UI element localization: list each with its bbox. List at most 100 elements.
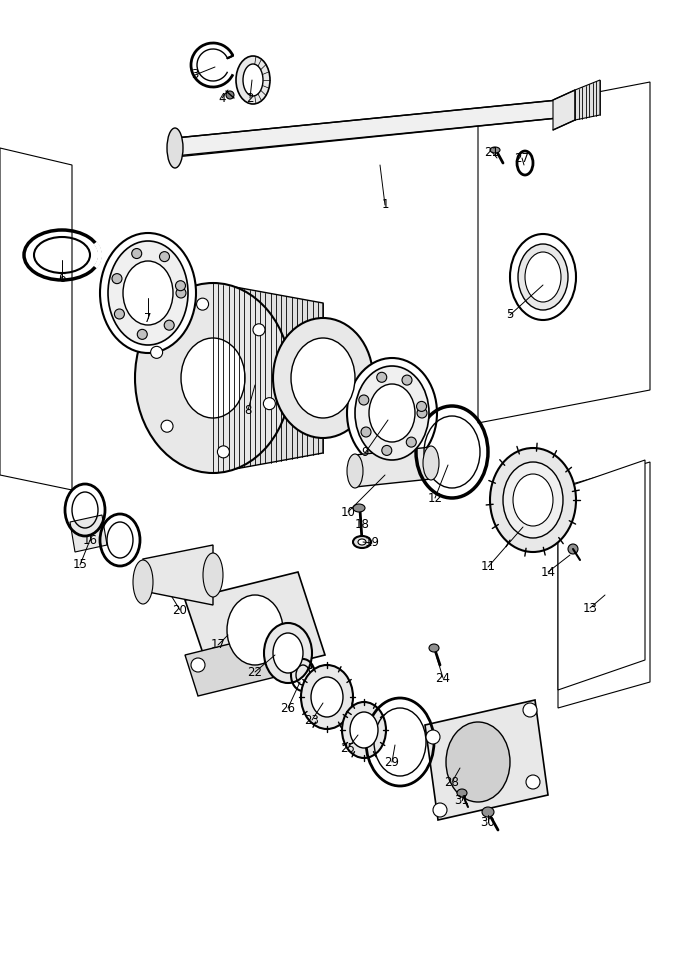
Polygon shape <box>575 80 600 120</box>
Ellipse shape <box>355 366 429 460</box>
Text: 27: 27 <box>514 151 529 165</box>
Ellipse shape <box>227 595 283 665</box>
Text: 25: 25 <box>341 742 355 755</box>
Ellipse shape <box>503 462 563 538</box>
Ellipse shape <box>482 807 494 817</box>
Ellipse shape <box>417 408 427 418</box>
Ellipse shape <box>236 56 270 104</box>
Ellipse shape <box>525 252 561 302</box>
Ellipse shape <box>167 128 183 168</box>
Text: 10: 10 <box>341 505 355 519</box>
Ellipse shape <box>342 702 386 758</box>
Ellipse shape <box>273 633 303 673</box>
Ellipse shape <box>490 448 576 552</box>
Ellipse shape <box>160 252 169 261</box>
Ellipse shape <box>568 544 578 554</box>
Text: 21: 21 <box>484 145 499 159</box>
Ellipse shape <box>402 375 412 385</box>
Ellipse shape <box>291 338 355 418</box>
Ellipse shape <box>176 288 186 298</box>
Text: 12: 12 <box>428 491 443 504</box>
Polygon shape <box>478 82 650 423</box>
Ellipse shape <box>358 539 366 545</box>
Text: 6: 6 <box>58 271 66 285</box>
Ellipse shape <box>311 677 343 717</box>
Polygon shape <box>175 100 558 156</box>
Ellipse shape <box>203 553 223 597</box>
Ellipse shape <box>350 712 378 748</box>
Ellipse shape <box>176 281 186 291</box>
Ellipse shape <box>426 730 440 744</box>
Text: 18: 18 <box>354 519 370 531</box>
Text: 7: 7 <box>144 311 152 325</box>
Ellipse shape <box>406 437 416 448</box>
Ellipse shape <box>115 309 124 319</box>
Ellipse shape <box>273 318 373 438</box>
Ellipse shape <box>243 64 263 96</box>
Ellipse shape <box>112 274 122 284</box>
Text: 31: 31 <box>455 794 469 806</box>
Text: 13: 13 <box>583 602 598 614</box>
Ellipse shape <box>490 147 500 153</box>
Ellipse shape <box>226 91 234 99</box>
Polygon shape <box>185 572 325 683</box>
Ellipse shape <box>264 623 312 683</box>
Ellipse shape <box>301 665 353 729</box>
Polygon shape <box>425 700 548 820</box>
Text: 23: 23 <box>305 714 320 726</box>
Ellipse shape <box>197 298 208 310</box>
Polygon shape <box>185 627 312 696</box>
Text: 5: 5 <box>506 308 514 322</box>
Ellipse shape <box>429 644 439 652</box>
Text: 14: 14 <box>540 566 555 578</box>
Ellipse shape <box>523 703 537 717</box>
Ellipse shape <box>253 324 265 335</box>
Ellipse shape <box>510 234 576 320</box>
Ellipse shape <box>100 233 196 353</box>
Text: 3: 3 <box>191 68 199 82</box>
Text: 16: 16 <box>83 533 98 547</box>
Polygon shape <box>143 545 213 605</box>
Ellipse shape <box>137 330 148 339</box>
Ellipse shape <box>164 320 174 331</box>
Text: 1: 1 <box>381 199 389 212</box>
Ellipse shape <box>191 658 205 672</box>
Text: 29: 29 <box>385 756 400 768</box>
Ellipse shape <box>446 722 510 802</box>
Ellipse shape <box>417 402 427 411</box>
Text: 17: 17 <box>210 639 225 651</box>
Ellipse shape <box>133 560 153 604</box>
Ellipse shape <box>382 446 392 455</box>
Ellipse shape <box>151 346 163 359</box>
Ellipse shape <box>361 427 371 437</box>
Ellipse shape <box>217 446 229 458</box>
Polygon shape <box>213 283 323 473</box>
Text: 28: 28 <box>445 775 460 789</box>
Text: 11: 11 <box>481 561 495 573</box>
Ellipse shape <box>108 241 188 345</box>
Text: 26: 26 <box>281 701 296 715</box>
Polygon shape <box>553 90 575 130</box>
Ellipse shape <box>353 504 365 512</box>
Polygon shape <box>70 515 107 552</box>
Polygon shape <box>558 462 650 708</box>
Polygon shape <box>0 148 72 490</box>
Ellipse shape <box>161 420 173 432</box>
Text: 2: 2 <box>247 92 254 104</box>
Ellipse shape <box>423 446 439 480</box>
Text: 20: 20 <box>173 604 187 616</box>
Text: 19: 19 <box>365 536 380 550</box>
Ellipse shape <box>132 249 141 258</box>
Ellipse shape <box>353 536 371 548</box>
Text: 8: 8 <box>245 404 252 416</box>
Ellipse shape <box>347 358 437 468</box>
Ellipse shape <box>123 261 173 325</box>
Ellipse shape <box>377 372 387 382</box>
Text: 24: 24 <box>436 672 451 684</box>
Ellipse shape <box>518 244 568 310</box>
Ellipse shape <box>359 395 369 405</box>
Text: 22: 22 <box>247 666 262 679</box>
Ellipse shape <box>135 283 291 473</box>
Text: 4: 4 <box>219 92 226 104</box>
Polygon shape <box>558 460 645 690</box>
